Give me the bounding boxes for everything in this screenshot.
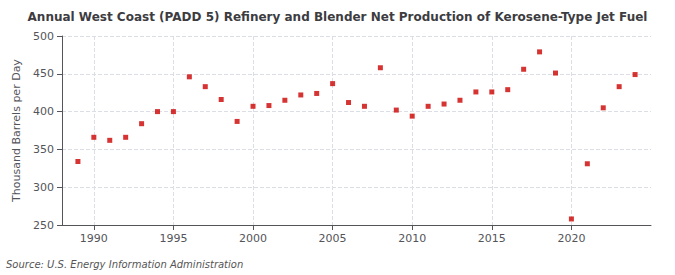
svg-text:2010: 2010 xyxy=(398,232,426,245)
svg-text:500: 500 xyxy=(33,30,54,43)
svg-text:450: 450 xyxy=(33,67,54,80)
svg-text:2015: 2015 xyxy=(478,232,506,245)
svg-text:2005: 2005 xyxy=(319,232,347,245)
svg-text:Thousand Barrels per Day: Thousand Barrels per Day xyxy=(10,59,23,203)
svg-text:400: 400 xyxy=(33,105,54,118)
svg-text:350: 350 xyxy=(33,143,54,156)
svg-text:Source: U.S. Energy Informatio: Source: U.S. Energy Information Administ… xyxy=(6,259,243,270)
svg-text:300: 300 xyxy=(33,181,54,194)
svg-text:250: 250 xyxy=(33,219,54,232)
svg-text:1990: 1990 xyxy=(80,232,108,245)
svg-text:2020: 2020 xyxy=(557,232,585,245)
svg-text:Annual West Coast (PADD 5) Ref: Annual West Coast (PADD 5) Refinery and … xyxy=(28,10,648,24)
svg-text:1995: 1995 xyxy=(159,232,187,245)
svg-text:2000: 2000 xyxy=(239,232,267,245)
